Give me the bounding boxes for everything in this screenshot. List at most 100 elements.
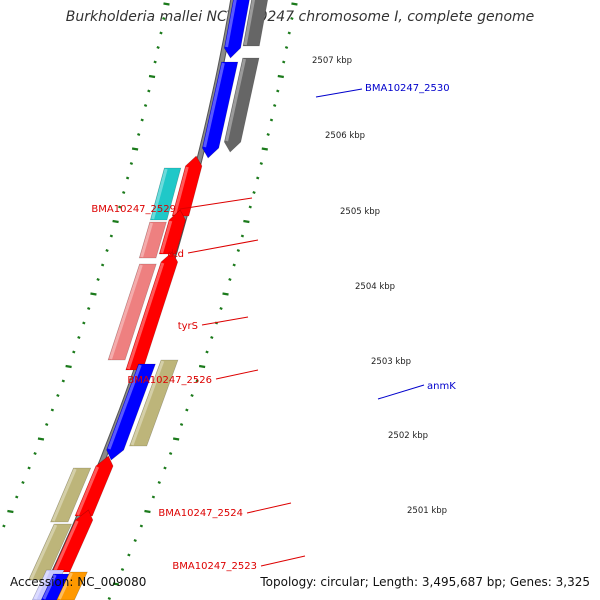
tick-mark [159,31,163,35]
tick-mark [61,379,65,383]
tick-mark [273,103,277,108]
tick-mark [127,553,131,557]
tick-mark [190,393,194,398]
tick-mark [163,2,170,6]
leader-line [315,88,363,98]
tick-mark [284,45,289,50]
gene-khaki-2524 [50,467,92,523]
tick-mark [72,350,76,354]
tick-mark [266,132,270,137]
gene-grey-bma2530-highlight [225,58,247,142]
gene-blue-bma2530-cds-highlight [203,62,225,148]
gene-label: anmK [427,381,456,392]
tick-mark [144,509,151,514]
tick-mark [112,219,119,224]
tick-mark [252,190,256,195]
kbp-label: 2503 kbp [371,357,411,367]
tick-mark [50,408,55,412]
tick-mark [90,292,97,296]
tick-mark [261,147,268,151]
tick-mark [219,306,223,311]
tick-mark [163,466,167,470]
tick-mark [148,74,156,79]
gene-khaki-2524-highlight [51,468,77,522]
tick-mark [120,567,125,572]
tick-mark [139,524,144,528]
gene-grey-bma2530 [223,57,260,153]
tick-mark [256,176,260,180]
gene-blue-bottom [40,573,72,600]
tick-mark [162,16,166,21]
tick-mark [27,466,31,470]
tick-mark [143,103,148,108]
tick-mark [131,147,139,151]
tick-mark [118,205,122,209]
gene-label: BMA10247_2526 [127,375,212,386]
gene-red-bma2529-highlight [173,166,189,216]
outer-ticks-left [2,2,170,528]
gene-red-dtd-highlight [160,220,173,254]
gene-grey-top [242,0,268,47]
gene-label: BMA10247_2529 [91,204,176,215]
kbp-label: 2501 kbp [407,506,447,516]
accession-text: Accession: NC_009080 [10,575,147,589]
tick-mark [129,161,134,166]
gene-cyan-bma2529 [149,167,182,221]
gene-red-2523-highlight [53,520,79,572]
gene-lavender-bottom-highlight [33,570,50,600]
tick-mark [195,379,199,383]
tick-mark [45,422,49,427]
tick-mark [77,335,81,340]
leader-line [246,502,292,514]
tick-mark [153,60,157,64]
gene-label: dtd [167,249,184,260]
tick-mark [240,234,245,238]
gene-label: BMA10247_2524 [158,508,243,519]
tick-mark [282,60,286,64]
gene-pink-dtd-highlight [140,222,153,258]
tick-mark [15,495,19,499]
gene-red-2524-highlight [76,466,99,516]
tick-mark [269,118,274,122]
gene-pink-tyrS-highlight [109,264,143,360]
gene-blue-anmK-highlight [107,364,142,450]
tick-mark [107,596,111,600]
tick-mark [133,538,137,543]
tick-mark [156,45,160,50]
tick-mark [277,74,284,79]
gene-red-dtd [158,209,186,255]
tick-mark [96,277,100,282]
tick-mark [122,190,126,195]
gene-pink-dtd [138,221,167,259]
gene-blue-top-inner [223,0,250,59]
tick-mark [109,234,114,238]
leader-line [260,555,306,567]
tick-mark [232,263,236,267]
tick-mark [56,393,60,398]
tick-mark [147,89,151,93]
leader-line [179,197,253,210]
tick-mark [236,248,240,253]
tick-mark [243,219,250,224]
tick-mark [248,205,252,209]
tick-mark [185,408,189,412]
tick-mark [291,2,298,6]
tick-mark [205,350,209,354]
gene-grey-top-highlight [243,0,256,46]
tick-mark [172,437,180,441]
tick-mark [259,161,263,166]
tick-mark [137,132,141,137]
position-labels: 2507 kbp 2506 kbp 2505 kbp 2504 kbp 2503 kbp… [312,56,447,516]
tick-mark [287,31,291,35]
tick-mark [140,118,144,122]
leader-line [377,384,425,400]
gene-label: BMA10247_2530 [365,83,450,94]
gene-orange-bottom [56,571,88,600]
gene-label: BMA10247_2523 [172,561,257,572]
gene-blue-bottom-highlight [42,574,57,600]
kbp-label: 2505 kbp [340,207,380,217]
tick-mark [37,437,45,441]
outer-ticks-right [107,2,298,600]
